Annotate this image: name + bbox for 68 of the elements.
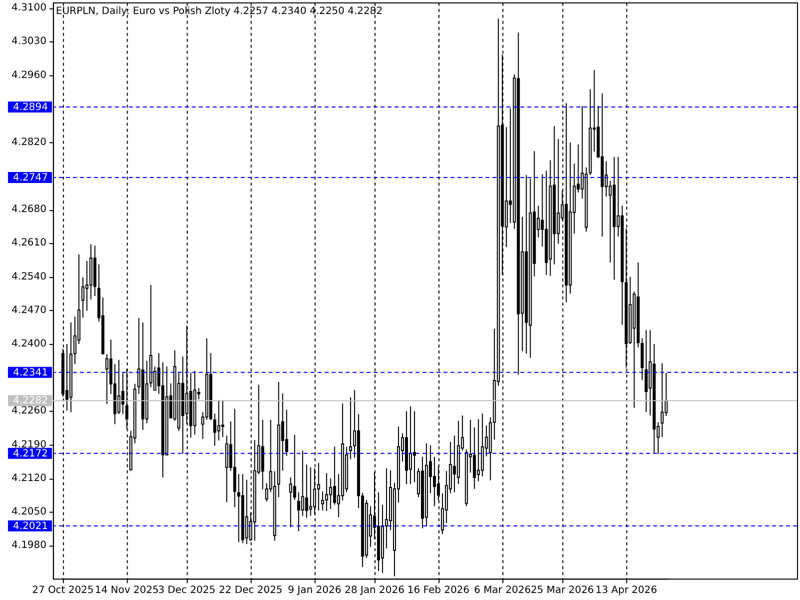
ref-line-label: 4.2282 <box>13 396 48 407</box>
ref-line-label: 4.2894 <box>13 102 48 113</box>
ref-line-label: 4.2747 <box>13 172 48 184</box>
x-tick-label: 9 Jan 2026 <box>288 585 342 596</box>
candlestick <box>121 372 124 415</box>
y-tick-label: 4.3100 <box>12 2 46 14</box>
x-tick-label: 16 Feb 2026 <box>407 585 470 596</box>
candlestick <box>217 400 220 441</box>
y-tick-label: 4.3030 <box>12 36 46 48</box>
candlestick <box>452 435 456 493</box>
candlestick <box>325 472 328 512</box>
candlestick <box>349 396 352 460</box>
y-tick-label: 4.2960 <box>12 70 46 81</box>
y-tick-label: 4.2680 <box>12 204 46 216</box>
candlestick <box>245 479 248 545</box>
candlestick <box>213 413 216 446</box>
candlestick <box>233 408 236 508</box>
chart-title: EURPLN, Daily: Euro vs Polish Zloty 4.2257 4.2340 4.2250 4.2282 <box>56 6 383 18</box>
candlestick <box>604 160 608 198</box>
candlestick <box>333 446 336 506</box>
candlestick <box>85 260 88 312</box>
y-tick-label: 4.2820 <box>12 136 46 148</box>
ref-line-label: 4.2341 <box>13 367 48 378</box>
y-tick-label: 4.2260 <box>12 406 46 417</box>
candlestick <box>472 427 476 490</box>
x-tick-label: 6 Mar 2026 <box>474 585 531 596</box>
x-tick-label: 25 Mar 2026 <box>530 585 594 596</box>
candlestick <box>644 330 648 413</box>
ref-line-label: 4.2021 <box>13 520 48 532</box>
candlestick <box>225 435 228 503</box>
candlestick <box>309 466 312 516</box>
candlestick <box>297 492 300 532</box>
y-tick-label: 4.2120 <box>12 472 46 484</box>
y-tick-label: 4.2190 <box>12 439 46 450</box>
x-tick-label: 22 Dec 2025 <box>218 585 283 596</box>
candlestick <box>660 362 664 438</box>
y-tick-label: 4.2470 <box>12 304 46 316</box>
candlestick <box>285 409 288 456</box>
candlestick <box>321 490 324 512</box>
candlestick <box>301 450 304 516</box>
x-tick-label: 13 Apr 2026 <box>595 585 658 596</box>
candlestick <box>81 276 84 318</box>
y-tick-label: 4.2540 <box>12 271 46 282</box>
y-tick-label: 4.2050 <box>12 506 46 518</box>
x-tick-label: 28 Jan 2026 <box>344 585 404 596</box>
x-tick-label: 27 Oct 2025 <box>32 585 94 596</box>
candlestick <box>117 359 120 415</box>
candlestick <box>293 434 296 500</box>
candlestick <box>105 354 108 404</box>
candlestick <box>432 456 436 507</box>
candlestick <box>408 406 412 485</box>
candlestick <box>329 478 332 510</box>
candlestick <box>556 138 560 244</box>
candlestick <box>385 468 388 549</box>
candlestick <box>476 418 480 482</box>
y-tick-label: 4.2610 <box>12 238 46 249</box>
ref-line-label: 4.2172 <box>13 448 48 460</box>
y-tick-label: 4.1980 <box>12 540 46 552</box>
candlestick <box>640 338 644 380</box>
candlestick <box>480 413 484 477</box>
candlestick <box>289 476 292 528</box>
candlestick <box>305 464 308 518</box>
candlestick <box>221 400 224 438</box>
candlestick <box>237 474 240 543</box>
x-tick-label: 14 Nov 2025 <box>94 585 159 596</box>
x-tick-label: 3 Dec 2025 <box>158 585 216 596</box>
candlestick <box>412 410 416 483</box>
y-tick-label: 4.2400 <box>12 338 46 350</box>
